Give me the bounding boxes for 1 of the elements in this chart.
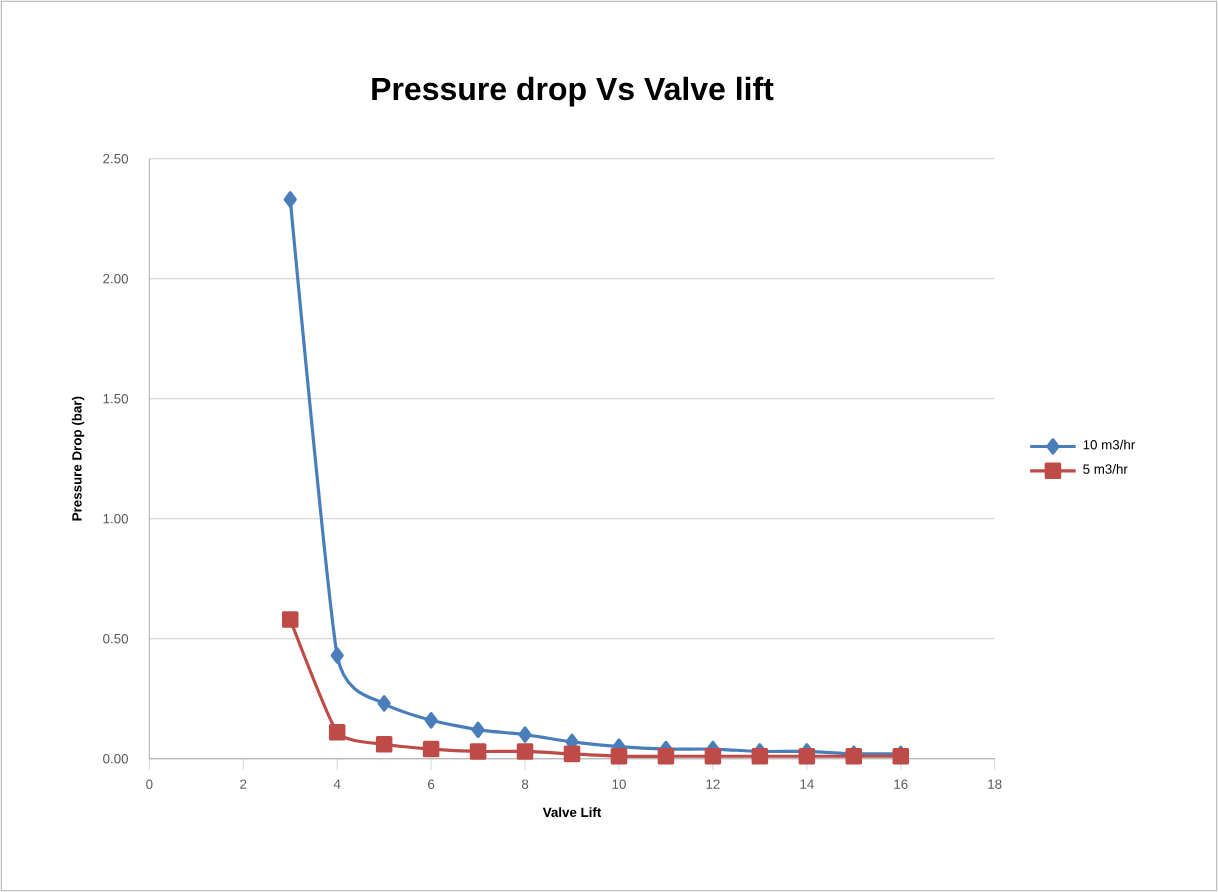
chart-title: Pressure drop Vs Valve lift	[372, 76, 774, 107]
